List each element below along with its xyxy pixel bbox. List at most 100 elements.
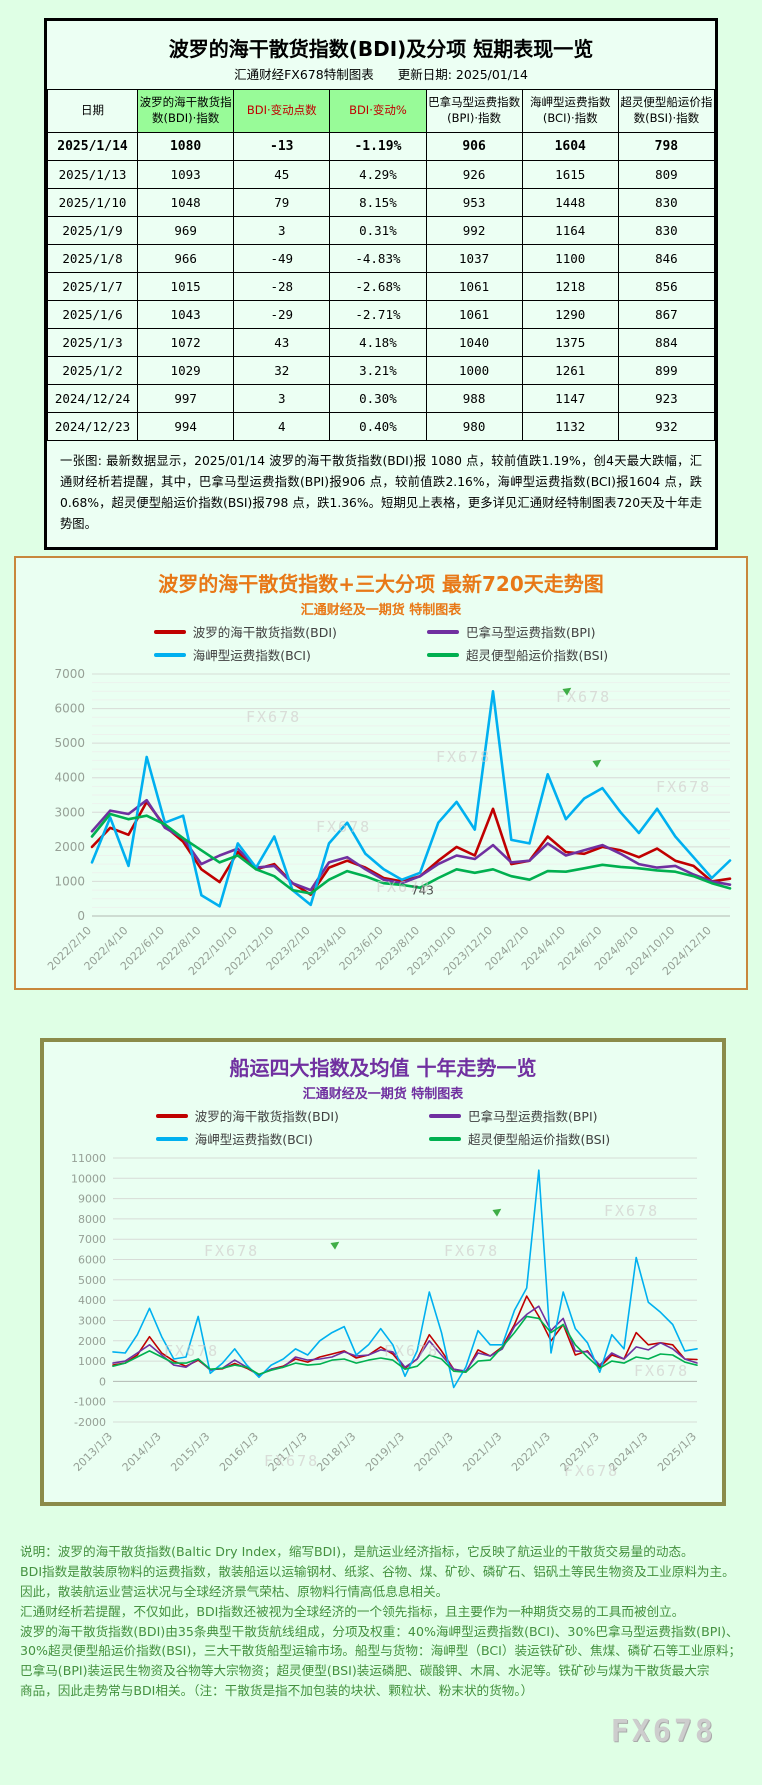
column-header: 日期 bbox=[46, 89, 139, 133]
legend-item: 海岬型运费指数(BCI) bbox=[155, 1129, 339, 1148]
table-cell: -28 bbox=[233, 272, 331, 301]
update-date: 更新日期: 2025/01/14 bbox=[397, 67, 528, 82]
table-cell: 1072 bbox=[137, 328, 235, 357]
table-header-row: 日期 波罗的海干散货指数(BDI)·指数 BDI·变动点数 BDI·变动% 巴拿马型运费… bbox=[46, 89, 716, 133]
y-tick-label: 6000 bbox=[78, 1254, 106, 1267]
table-cell: 3 bbox=[233, 216, 331, 245]
chart-10y-svg: -2000 -1000 0 1000 2000 3000 4000 5000 6000 7000 8… bbox=[71, 1152, 699, 1474]
y-tick-label: 0 bbox=[77, 909, 85, 923]
table-cell: 1615 bbox=[521, 160, 619, 189]
table-cell: 1375 bbox=[521, 328, 619, 357]
table-cell: 2024/12/23 bbox=[46, 412, 139, 441]
table-cell: 830 bbox=[617, 188, 716, 217]
legend-item: 海岬型运费指数(BCI) bbox=[153, 645, 337, 664]
table-cell: 953 bbox=[425, 188, 523, 217]
y-tick-label: 10000 bbox=[71, 1172, 106, 1185]
table-cell: 1029 bbox=[137, 356, 235, 385]
column-header: 巴拿马型运费指数(BPI)·指数 bbox=[425, 89, 523, 133]
table-cell: 2025/1/2 bbox=[46, 356, 139, 385]
series-line-1 bbox=[90, 798, 732, 892]
table-cell: 2025/1/8 bbox=[46, 244, 139, 273]
legend-swatch-icon bbox=[155, 1113, 188, 1118]
fx678-logo: FX678 bbox=[610, 1714, 716, 1749]
table-cell: 1040 bbox=[425, 328, 523, 357]
table-cell: 2025/1/7 bbox=[46, 272, 139, 301]
table-cell: 856 bbox=[617, 272, 716, 301]
legend-swatch-icon bbox=[153, 629, 186, 634]
x-tick-label: 2020/1/3 bbox=[412, 1430, 456, 1474]
table-subtitle: 汇通财经FX678特制图表 更新日期: 2025/01/14 bbox=[47, 64, 715, 83]
legend-item: 波罗的海干散货指数(BDI) bbox=[155, 1106, 339, 1125]
y-tick-label: 1000 bbox=[78, 1355, 106, 1368]
x-tick-label: 2013/1/3 bbox=[71, 1430, 115, 1474]
table-cell: 3 bbox=[233, 384, 331, 413]
chart-10y-subtitle: 汇通财经及一期货 特制图表 bbox=[302, 1087, 464, 1102]
table-cell: 8.15% bbox=[329, 188, 427, 217]
y-tick-label: 4000 bbox=[78, 1294, 106, 1307]
legend-swatch-icon bbox=[428, 1113, 461, 1118]
table-cell: 846 bbox=[617, 244, 716, 273]
y-tick-label: -1000 bbox=[74, 1396, 106, 1409]
x-tick-label: 2022/1/3 bbox=[509, 1430, 553, 1474]
table-cell: 2025/1/10 bbox=[46, 188, 139, 217]
table-cell: 1164 bbox=[521, 216, 619, 245]
table-cell: 1604 bbox=[521, 132, 619, 161]
table-cell: 0.30% bbox=[329, 384, 427, 413]
legend-swatch-icon bbox=[426, 652, 459, 657]
footer-explanation: 说明：波罗的海干散货指数(Baltic Dry Index，缩写BDI)，是航运… bbox=[20, 1542, 744, 1701]
footer-line: 说明：波罗的海干散货指数(Baltic Dry Index，缩写BDI)，是航运… bbox=[20, 1544, 694, 1559]
table-cell: 1100 bbox=[521, 244, 619, 273]
table-cell: 1061 bbox=[425, 300, 523, 329]
table-cell: 4.18% bbox=[329, 328, 427, 357]
y-tick-label: 8000 bbox=[78, 1213, 106, 1226]
chart-10y-legend: 波罗的海干散货指数(BDI) 巴拿马型运费指数(BPI) 海岬型运费指数(BCI) 超… bbox=[155, 1106, 610, 1148]
y-tick-label: 3000 bbox=[54, 805, 85, 819]
y-tick-label: 2000 bbox=[54, 840, 85, 854]
table-cell: 884 bbox=[617, 328, 716, 357]
chart-720-svg: 010002000300040005000600070002022/2/1020… bbox=[45, 667, 732, 978]
bdi-data-table: 日期 波罗的海干散货指数(BDI)·指数 BDI·变动点数 BDI·变动% 巴拿马型运费… bbox=[46, 89, 716, 441]
x-tick-label: 2015/1/3 bbox=[168, 1430, 212, 1474]
table-cell: 4 bbox=[233, 412, 331, 441]
legend-label: 波罗的海干散货指数(BDI) bbox=[192, 625, 337, 640]
x-tick-label: 2014/1/3 bbox=[120, 1430, 164, 1474]
table-cell: 0.40% bbox=[329, 412, 427, 441]
table-cell: 32 bbox=[233, 356, 331, 385]
table-cell: 2025/1/13 bbox=[46, 160, 139, 189]
table-cell: -49 bbox=[233, 244, 331, 273]
table-cell: 830 bbox=[617, 216, 716, 245]
x-tick-label: 2025/1/3 bbox=[655, 1430, 699, 1474]
table-cell: 1147 bbox=[521, 384, 619, 413]
column-header: BDI·变动点数 bbox=[233, 89, 331, 133]
series-line-3 bbox=[112, 1315, 698, 1376]
table-cell: 926 bbox=[425, 160, 523, 189]
chart-720-card: 波罗的海干散货指数+三大分项 最新720天走势图 汇通财经及一期货 特制图表 波… bbox=[14, 556, 748, 990]
footer-line: 商品，因此走势常与BDI相关。（注：干散货是指不加包装的块状、颗粒状、粉末状的货… bbox=[20, 1683, 534, 1699]
table-cell: 899 bbox=[617, 356, 716, 385]
table-cell: 966 bbox=[137, 244, 235, 273]
table-cell: 1043 bbox=[137, 300, 235, 329]
table-cell: -2.71% bbox=[329, 300, 427, 329]
table-note: 一张图: 最新数据显示，2025/01/14 波罗的海干散货指数(BDI)报 1… bbox=[60, 454, 702, 531]
y-tick-label: 1000 bbox=[54, 874, 85, 888]
chart-720-subtitle: 汇通财经及一期货 特制图表 bbox=[300, 603, 462, 618]
table-cell: 1132 bbox=[521, 412, 619, 441]
table-row: 2025/1/2 1029 32 3.21% 1000 1261 899 bbox=[46, 356, 716, 385]
series-line-2 bbox=[112, 1169, 698, 1389]
table-cell: 906 bbox=[425, 132, 523, 161]
table-cell: 1000 bbox=[425, 356, 523, 385]
x-tick-label: 2017/1/3 bbox=[266, 1430, 310, 1474]
table-cell: 867 bbox=[617, 300, 716, 329]
y-tick-label: 3000 bbox=[78, 1315, 106, 1328]
gridlines bbox=[113, 1157, 697, 1423]
table-title: 波罗的海干散货指数(BDI)及分项 短期表现一览 bbox=[168, 37, 594, 61]
table-cell: 1290 bbox=[521, 300, 619, 329]
table-cell: 1218 bbox=[521, 272, 619, 301]
table-row: 2025/1/6 1043 -29 -2.71% 1061 1290 867 bbox=[46, 300, 716, 329]
table-cell: 79 bbox=[233, 188, 331, 217]
legend-swatch-icon bbox=[428, 1136, 461, 1141]
footer-line: 汇通财经析若提醒，不仅如此，BDI指数还被视为全球经济的一个领先指标，且主要作为… bbox=[20, 1603, 685, 1619]
table-cell: 997 bbox=[137, 384, 235, 413]
legend-label: 巴拿马型运费指数(BPI) bbox=[465, 625, 596, 640]
